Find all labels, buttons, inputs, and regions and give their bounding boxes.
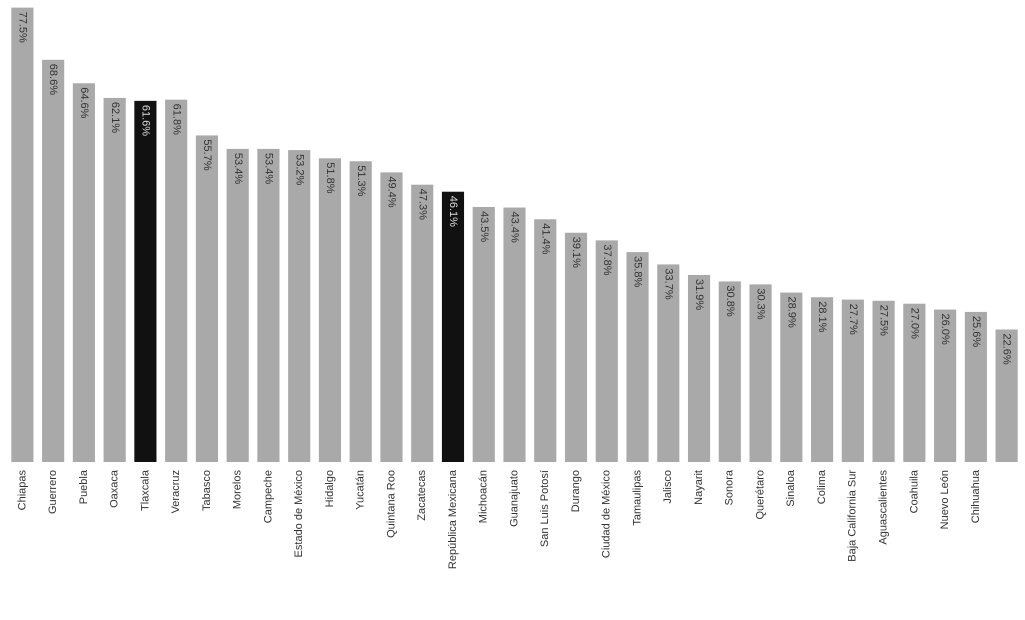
x-tick-label: Coahuila	[908, 469, 920, 513]
bar	[257, 148, 280, 463]
value-label: 35.8%	[632, 256, 644, 287]
x-tick-label: Durango	[570, 470, 582, 512]
value-label: 31.9%	[693, 279, 705, 310]
value-label: 53.2%	[293, 154, 305, 185]
value-label: 43.5%	[478, 211, 490, 242]
value-label: 47.3%	[416, 189, 428, 220]
x-tick-label: Chihuahua	[970, 469, 982, 523]
bar	[472, 206, 495, 462]
x-tick-label: Sinaloa	[785, 469, 797, 507]
x-tick-label: Yucatán	[355, 470, 367, 510]
bar	[11, 7, 34, 463]
value-label: 39.1%	[570, 237, 582, 268]
x-tick-label: Nuevo León	[939, 470, 951, 529]
x-tick-label: Sonora	[724, 469, 736, 505]
bar	[72, 83, 95, 462]
bar	[626, 252, 649, 462]
x-tick-label: Jalisco	[662, 470, 674, 504]
value-label: 43.4%	[509, 212, 521, 243]
value-label: 27.0%	[908, 308, 920, 339]
x-tick-label: Zacatecas	[416, 470, 428, 521]
bar	[195, 135, 218, 462]
value-label: 68.6%	[47, 64, 59, 95]
x-tick-label: Aguascalientes	[877, 470, 889, 545]
bar	[288, 150, 311, 462]
value-label: 77.5%	[16, 12, 28, 43]
x-tick-label: Chiapas	[16, 470, 28, 511]
bar	[595, 240, 618, 462]
value-label: 64.6%	[78, 87, 90, 118]
x-tick-label: Tamaulipas	[631, 470, 643, 526]
x-tick-label: Tlaxcala	[139, 469, 151, 511]
x-tick-label: República Mexicana	[447, 469, 459, 569]
bar	[42, 59, 65, 462]
value-label: 28.9%	[785, 297, 797, 328]
x-tick-label: Querétaro	[754, 470, 766, 520]
x-tick-label: Tabasco	[201, 470, 213, 511]
value-label: 53.4%	[232, 153, 244, 184]
bar	[103, 97, 126, 463]
bar	[411, 184, 434, 462]
value-label: 41.4%	[539, 223, 551, 254]
bar	[995, 329, 1018, 462]
bar	[503, 207, 526, 462]
x-tick-label: Campeche	[262, 470, 274, 523]
value-label: 27.5%	[878, 305, 890, 336]
bar	[318, 158, 342, 462]
value-label: 28.1%	[816, 301, 828, 332]
value-label: 61.8%	[170, 104, 182, 135]
x-tick-label: Ciudad de México	[601, 470, 613, 558]
x-tick-label: Guerrero	[47, 470, 59, 514]
value-label: 51.3%	[355, 165, 367, 196]
x-tick-label: Hidalgo	[324, 470, 336, 507]
x-tick-label: Quintana Roo	[385, 470, 397, 538]
bar	[964, 311, 987, 462]
bar	[657, 264, 680, 462]
value-label: 55.7%	[201, 139, 213, 170]
bar	[687, 274, 711, 462]
value-label: 22.6%	[1001, 333, 1013, 364]
value-label: 25.6%	[970, 316, 982, 347]
x-tick-label: Baja California Sur	[847, 470, 859, 562]
x-tick-label: Veracruz	[170, 470, 182, 513]
x-tick-label: Colima	[816, 469, 828, 504]
bar	[441, 191, 465, 463]
x-tick-label: Morelos	[232, 470, 244, 510]
value-label: 61.6%	[140, 105, 152, 136]
x-tick-label: Nayarit	[693, 470, 705, 505]
x-tick-label: Michoacán	[478, 470, 490, 523]
x-tick-label: Puebla	[78, 469, 90, 504]
value-label: 27.7%	[847, 304, 859, 335]
value-label: 26.0%	[939, 314, 951, 345]
value-label: 62.1%	[109, 102, 121, 133]
value-label: 33.7%	[662, 268, 674, 299]
value-label: 30.8%	[724, 285, 736, 316]
value-label: 46.1%	[447, 196, 459, 227]
x-tick-label: Guanajuato	[508, 470, 520, 527]
bar	[749, 284, 772, 462]
x-tick-label: Estado de México	[293, 470, 305, 557]
bar	[811, 297, 834, 462]
value-label: 49.4%	[386, 176, 398, 207]
value-label: 37.8%	[601, 244, 613, 275]
x-tick-label: Oaxaca	[109, 469, 121, 508]
x-tick-label: San Luis Potosí	[539, 470, 551, 547]
bar	[534, 219, 557, 462]
bar	[226, 148, 249, 463]
value-label: 51.8%	[324, 162, 336, 193]
bar	[934, 309, 957, 462]
bar	[564, 232, 588, 462]
bar	[349, 161, 372, 462]
bar	[780, 292, 803, 462]
bar	[903, 303, 926, 462]
bar	[165, 99, 188, 463]
bar	[872, 300, 895, 462]
bar	[718, 281, 741, 462]
value-label: 53.4%	[263, 153, 275, 184]
bar	[841, 299, 864, 462]
bar	[134, 100, 157, 462]
bar	[380, 172, 403, 463]
value-label: 30.3%	[755, 288, 767, 319]
